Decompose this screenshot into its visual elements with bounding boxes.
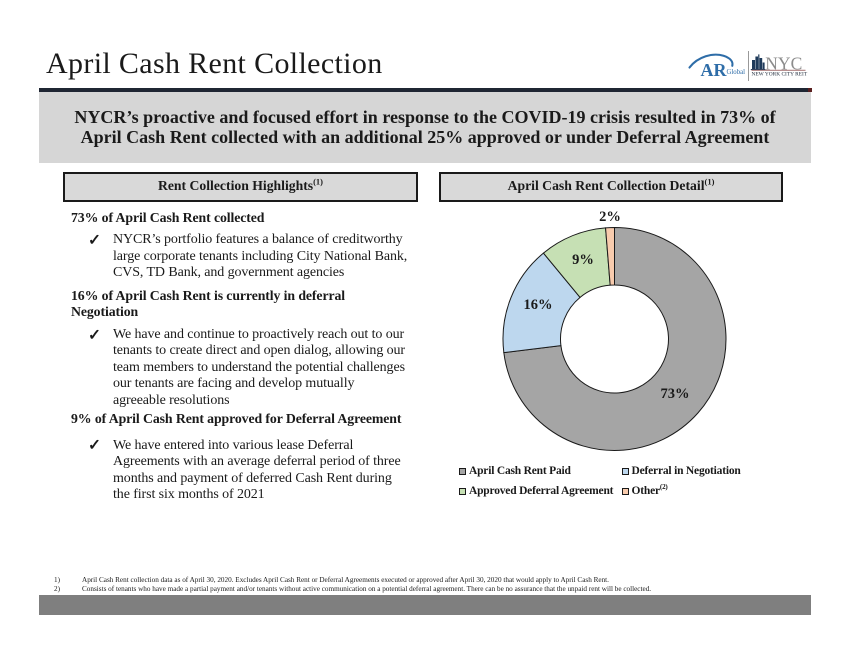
- svg-text:AR: AR: [701, 60, 728, 80]
- svg-text:NYC: NYC: [765, 54, 802, 74]
- svg-text:Global: Global: [727, 69, 746, 76]
- svg-text:NEW YORK CITY REIT: NEW YORK CITY REIT: [752, 72, 808, 78]
